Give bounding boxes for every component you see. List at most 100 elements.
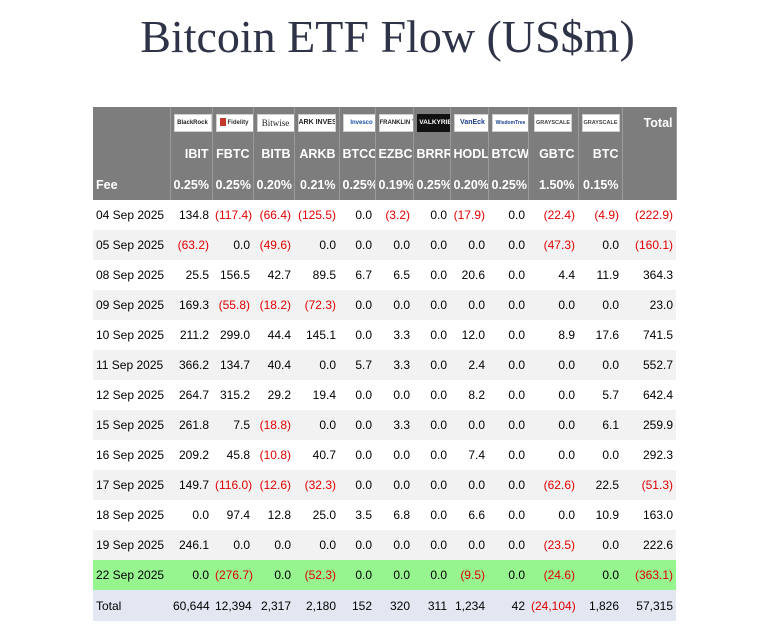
table-row: 18 Sep 2025 0.0 97.4 12.8 25.0 3.5 6.8 0.0 6.6 0.… <box>93 500 676 530</box>
flow-cell: 0.0 <box>450 410 488 440</box>
row-date: 10 Sep 2025 <box>96 328 165 342</box>
flow-cell: 0.0 <box>488 290 528 320</box>
flow-cell: 0.0 <box>578 290 622 320</box>
flow-cell: 0.0 <box>339 560 375 590</box>
flow-cell: 134.8 <box>178 208 209 222</box>
flow-cell: 6.8 <box>393 508 410 522</box>
fee-value: 0.20% <box>253 169 295 200</box>
row-date: 15 Sep 2025 <box>93 410 170 440</box>
flow-cell: 0.0 <box>430 448 447 462</box>
flow-cell: 315.2 <box>219 388 250 402</box>
row-total-cell: (51.3) <box>622 470 676 500</box>
flow-cell: 3.3 <box>375 350 413 380</box>
flow-cell: 3.3 <box>375 410 413 440</box>
table-row: 10 Sep 2025 211.2 299.0 44.4 145.1 0.0 3.3 0.0 1… <box>93 320 676 350</box>
flow-cell: 0.0 <box>450 470 488 500</box>
blackrock-logo: BlackRock <box>173 114 211 132</box>
logo-cell: VALKYRIE <box>413 107 451 139</box>
table-row: 12 Sep 2025 264.7 315.2 29.2 19.4 0.0 0.0 0.0 8.… <box>93 380 676 410</box>
table-row: 22 Sep 2025 0.0 (276.7) 0.0 (52.3) 0.0 0.0 0.0(… <box>93 560 676 590</box>
total-column-header: Total <box>622 107 677 139</box>
table-row: 05 Sep 2025 (63.2) 0.0 (49.6) 0.0 0.0 0.0 0.0 0.… <box>93 230 676 260</box>
flow-cell: 0.0 <box>413 290 450 320</box>
flow-cell: 209.2 <box>178 448 209 462</box>
flow-cell: 44.4 <box>267 328 291 342</box>
row-total-cell: (363.1) <box>622 560 676 590</box>
flow-cell: 25.0 <box>312 508 336 522</box>
flow-cell: 0.0 <box>578 560 622 590</box>
flow-cell: 0.0 <box>339 470 375 500</box>
ticker-header-row: IBIT FBTC BITB ARKB BTCO EZBC BRRR HODL BTCW GBTC… <box>93 139 677 169</box>
invesco-logo: Invesco <box>342 114 374 132</box>
total-cell: (24,104) <box>528 590 578 621</box>
flow-cell: 0.0 <box>393 448 410 462</box>
total-cell: 57,315 <box>622 590 676 621</box>
flow-cell: (72.3) <box>294 290 339 320</box>
flow-cell: 0.0 <box>339 410 375 440</box>
flow-cell: 0.0 <box>578 530 622 560</box>
flow-cell: 0.0 <box>413 230 450 260</box>
total-row: Total 60,644 12,394 2,317 2,180 152 320 311 1,23… <box>93 590 676 621</box>
fee-value: 0.25% <box>212 169 254 200</box>
flow-cell: 156.5 <box>219 268 250 282</box>
total-label: Total <box>93 590 170 621</box>
grayscale-logo: GRAYSCALE <box>581 114 620 132</box>
flow-cell: (24.6) <box>528 560 578 590</box>
flow-cell: 211.2 <box>179 328 209 342</box>
flow-cell: (23.5) <box>528 530 578 560</box>
flow-cell: (10.8) <box>259 448 291 462</box>
flow-cell: 0.0 <box>339 530 375 560</box>
row-date: 17 Sep 2025 <box>93 470 170 500</box>
total-cell: 320 <box>375 590 413 621</box>
ticker-header-corner <box>93 139 171 169</box>
flow-cell: 0.0 <box>413 350 450 380</box>
page-title: Bitcoin ETF Flow (US$m) <box>140 11 635 62</box>
flow-cell: 8.9 <box>558 328 575 342</box>
flow-cell: 0.0 <box>413 530 450 560</box>
row-total-cell: (160.1) <box>622 230 676 260</box>
fee-value: 0.25% <box>170 169 213 200</box>
flow-cell: 0.0 <box>558 508 575 522</box>
row-date: 11 Sep 2025 <box>93 350 170 380</box>
flow-cell: 299.0 <box>219 328 250 342</box>
row-date: 04 Sep 2025 <box>96 208 165 222</box>
fidelity-logo: Fidelity <box>215 114 252 132</box>
table-row: 17 Sep 2025 149.7 (116.0) (12.6) (32.3) 0.0 0.… <box>93 470 676 500</box>
flow-cell: 97.4 <box>226 508 250 522</box>
total-cell: 60,644 <box>170 590 212 621</box>
table-row: 11 Sep 2025 366.2 134.7 40.4 0.0 5.7 3.3 0.0 2.4… <box>93 350 676 380</box>
total-cell: 42 <box>488 590 528 621</box>
row-date: 12 Sep 2025 <box>96 388 165 402</box>
logo-cell: GRAYSCALE <box>528 107 579 139</box>
flow-cell: 7.5 <box>212 410 253 440</box>
flow-cell: 29.2 <box>267 388 291 402</box>
flow-cell: 0.0 <box>253 530 294 560</box>
vaneck-logo: VanEck <box>453 114 487 132</box>
flow-cell: 264.7 <box>178 388 209 402</box>
flow-cell: (18.2) <box>253 290 294 320</box>
flow-cell: 246.1 <box>170 530 212 560</box>
flow-cell: 0.0 <box>488 470 528 500</box>
row-total-cell: 364.3 <box>642 268 673 282</box>
flow-cell: 6.1 <box>578 410 622 440</box>
fee-label: Fee <box>93 169 171 200</box>
flow-cell: 0.0 <box>508 448 525 462</box>
flow-cell: (17.9) <box>453 208 485 222</box>
flow-cell: 0.0 <box>375 470 413 500</box>
logo-cell: FRANKLIN TEMPLETON <box>375 107 414 139</box>
flow-cell: (66.4) <box>259 208 291 222</box>
flow-cell: 0.0 <box>488 350 528 380</box>
flow-cell: 0.0 <box>192 508 209 522</box>
bitwise-logo: Bitwise <box>256 114 293 132</box>
flow-cell: 0.0 <box>488 530 528 560</box>
flow-cell: 6.7 <box>355 268 372 282</box>
ticker-header: ARKB <box>294 139 340 169</box>
fee-value: 0.19% <box>375 169 414 200</box>
flow-cell: (47.3) <box>528 230 578 260</box>
row-date: 09 Sep 2025 <box>93 290 170 320</box>
row-total-cell: 163.0 <box>642 508 673 522</box>
flow-cell: 261.8 <box>170 410 212 440</box>
flow-cell: 0.0 <box>430 268 447 282</box>
flow-cell: 0.0 <box>508 328 525 342</box>
